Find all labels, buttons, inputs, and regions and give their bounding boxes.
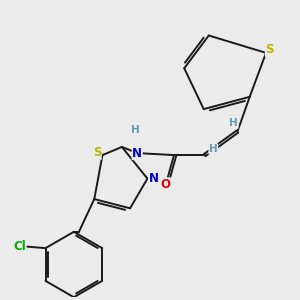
Text: H: H [209, 144, 218, 154]
Text: O: O [160, 178, 170, 191]
Text: H: H [230, 118, 238, 128]
Text: N: N [148, 172, 159, 185]
Text: S: S [266, 43, 274, 56]
Text: S: S [93, 146, 101, 159]
Text: N: N [132, 147, 142, 160]
Text: H: H [131, 125, 140, 135]
Text: Cl: Cl [13, 240, 26, 253]
